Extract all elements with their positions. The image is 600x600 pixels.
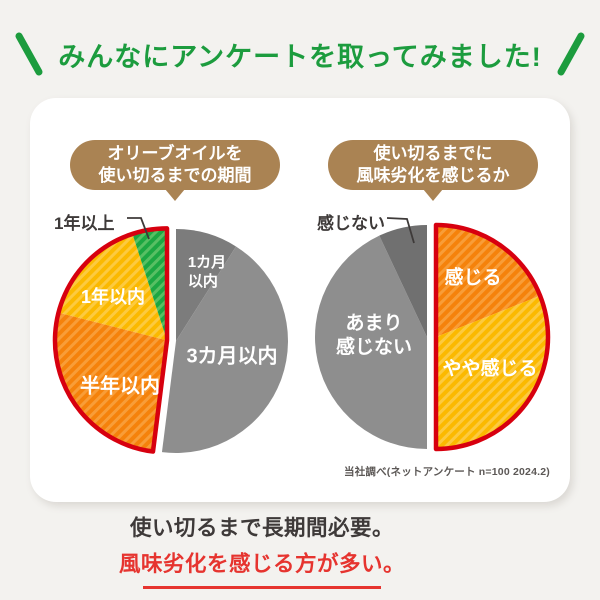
- chart-title-bubble-flavor: 使い切るまでに 風味劣化を感じるか: [328, 140, 538, 201]
- bubble-tail: [165, 189, 185, 201]
- slice-label-not-much: あまり 感じない: [335, 313, 413, 358]
- conclusion-underline: [143, 586, 381, 589]
- pie-duration-svg: [52, 226, 288, 454]
- slice-label-3months: 3カ月以内: [186, 345, 278, 368]
- slice-label-1month: 1カ月 以内: [187, 254, 227, 290]
- pie-chart-flavor: 感じる やや感じる あまり 感じない: [302, 212, 552, 462]
- bubble-text-line: オリーブオイルを: [107, 144, 243, 163]
- slice-label-1year-within: 1年以内: [80, 287, 146, 307]
- slice-label-halfyear: 半年以内: [80, 375, 160, 398]
- pie-flavor-svg: [314, 222, 551, 452]
- conclusion-block: 使い切るまで長期間必要。 風味劣化を感じる方が多い。: [12, 511, 512, 589]
- bubble-text-line: 風味劣化を感じるか: [356, 166, 510, 185]
- source-note: 当社調べ(ネットアンケート n=100 2024.2): [344, 466, 550, 478]
- chart-title-bubble-duration: オリーブオイルを 使い切るまでの期間: [70, 140, 280, 201]
- conclusion-line1: 使い切るまで長期間必要。: [129, 516, 394, 540]
- bubble-text-line: 使い切るまでに: [373, 144, 493, 163]
- emphasis-slash-right-icon: [557, 32, 585, 76]
- emphasis-slash-left-icon: [15, 32, 43, 76]
- slice-label-somewhat-feel: やや感じる: [442, 358, 538, 380]
- bubble-tail: [423, 189, 443, 201]
- bubble-text-line: 使い切るまでの期間: [98, 166, 252, 185]
- slice-label-over-1year: 1年以上: [54, 214, 115, 233]
- page-title-row: みんなにアンケートを取ってみました!: [0, 26, 600, 82]
- pie-chart-duration: 1カ月 以内 3カ月以内 半年以内 1年以内: [51, 216, 301, 466]
- conclusion-line2: 風味劣化を感じる方が多い。: [118, 552, 405, 576]
- slice-label-feel: 感じる: [444, 267, 502, 289]
- slice-label-dont-feel: 感じない: [317, 214, 385, 233]
- page-title: みんなにアンケートを取ってみました!: [58, 41, 542, 72]
